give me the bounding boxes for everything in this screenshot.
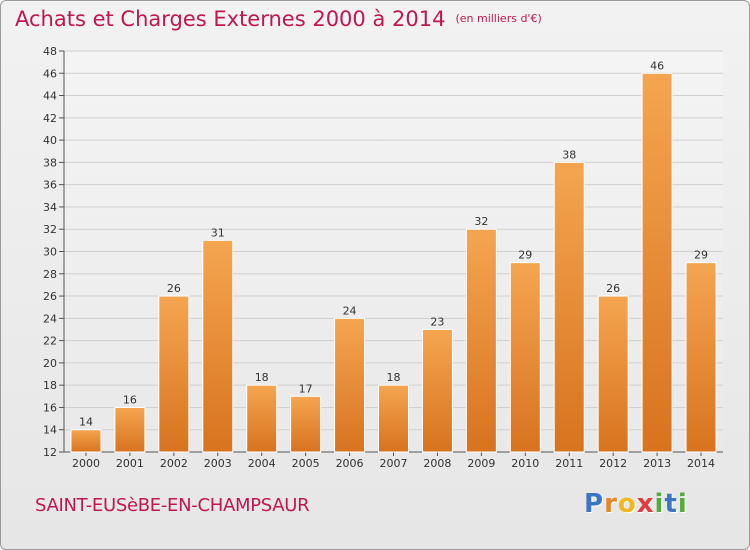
x-tick-label-2009: 2009 <box>467 457 495 470</box>
logo-letter: t <box>664 489 678 519</box>
y-tick-label: 18 <box>43 379 57 392</box>
logo-letter: i <box>654 489 665 519</box>
y-tick-label: 46 <box>43 67 57 80</box>
y-tick-label: 36 <box>43 179 57 192</box>
x-tick-label-2002: 2002 <box>160 457 188 470</box>
chart-title: Achats et Charges Externes 2000 à 2014 <box>15 7 446 31</box>
data-label-2014: 29 <box>694 249 708 262</box>
logo-letter: i <box>677 489 688 519</box>
x-tick-label-2006: 2006 <box>336 457 364 470</box>
bar-2012 <box>597 295 629 453</box>
x-tick-label-2007: 2007 <box>380 457 408 470</box>
x-tick-label-2004: 2004 <box>248 457 276 470</box>
logo-letter: o <box>617 489 637 519</box>
bar-2000 <box>70 429 102 453</box>
y-tick-label: 42 <box>43 112 57 125</box>
bar-2008 <box>421 328 453 453</box>
y-tick-label: 34 <box>43 201 57 214</box>
y-tick-label: 32 <box>43 223 57 236</box>
bar-2009 <box>465 228 497 453</box>
commune-name: SAINT-EUSèBE-EN-CHAMPSAUR <box>35 495 310 516</box>
y-tick-label: 38 <box>43 156 57 169</box>
logo-letter: r <box>604 489 618 519</box>
data-label-2009: 32 <box>474 215 488 228</box>
y-tick-label: 12 <box>43 446 57 459</box>
bar-2010 <box>509 262 541 453</box>
x-tick-label-2005: 2005 <box>292 457 320 470</box>
logo-letter: x <box>636 489 655 519</box>
x-tick-label-2010: 2010 <box>511 457 539 470</box>
y-tick-label: 28 <box>43 268 57 281</box>
data-label-2013: 46 <box>650 59 664 72</box>
data-label-2006: 24 <box>343 304 357 317</box>
x-tick-label-2001: 2001 <box>116 457 144 470</box>
data-label-2001: 16 <box>123 393 137 406</box>
bar-2007 <box>378 384 409 453</box>
bar-2004 <box>246 384 278 453</box>
bar-2011 <box>553 161 585 453</box>
data-label-2000: 14 <box>79 416 93 429</box>
y-tick-label: 16 <box>43 401 57 414</box>
bar-2001 <box>114 406 146 453</box>
logo-letter: P <box>584 489 605 519</box>
chart-unit: (en milliers d'€) <box>455 12 542 25</box>
bar-2002 <box>158 295 190 453</box>
data-label-2007: 18 <box>387 371 401 384</box>
y-tick-label: 40 <box>43 134 57 147</box>
bar-2003 <box>202 239 234 453</box>
x-tick-label-2012: 2012 <box>599 457 627 470</box>
data-label-2004: 18 <box>255 371 269 384</box>
y-tick-label: 26 <box>43 290 57 303</box>
bar-2006 <box>334 317 366 453</box>
data-label-2011: 38 <box>562 148 576 161</box>
data-label-2002: 26 <box>167 282 181 295</box>
x-tick-label-2013: 2013 <box>643 457 671 470</box>
proxiti-logo: Proxiti <box>584 489 688 519</box>
x-tick-label-2008: 2008 <box>423 457 451 470</box>
x-tick-label-2003: 2003 <box>204 457 232 470</box>
y-tick-label: 22 <box>43 335 57 348</box>
bar-2013 <box>641 72 673 453</box>
x-tick-label-2000: 2000 <box>72 457 100 470</box>
y-tick-label: 30 <box>43 246 57 259</box>
chart-title-block: Achats et Charges Externes 2000 à 2014 (e… <box>15 7 542 31</box>
data-label-2012: 26 <box>606 282 620 295</box>
x-tick-label-2014: 2014 <box>687 457 715 470</box>
data-label-2010: 29 <box>518 249 532 262</box>
data-label-2005: 17 <box>299 382 313 395</box>
label-layer: 14 2000 16 2001 26 2002 31 2003 18 2004 17 2005 24 20… <box>72 59 715 470</box>
bar-2005 <box>290 395 322 453</box>
data-label-2008: 23 <box>430 315 444 328</box>
y-tick-label: 48 <box>43 45 57 58</box>
y-tick-label: 44 <box>43 90 57 103</box>
x-tick-label-2011: 2011 <box>555 457 583 470</box>
y-tick-label: 14 <box>43 424 57 437</box>
y-tick-label: 20 <box>43 357 57 370</box>
y-tick-label: 24 <box>43 312 57 325</box>
bar-2014 <box>685 262 717 453</box>
bar-layer <box>70 72 717 453</box>
data-label-2003: 31 <box>211 226 225 239</box>
